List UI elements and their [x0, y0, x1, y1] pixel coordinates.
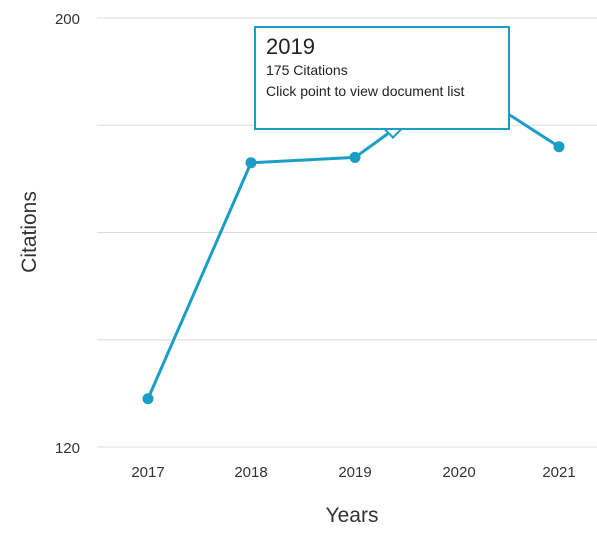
- data-point: [142, 393, 154, 405]
- x-tick-label: 2020: [442, 464, 475, 481]
- tooltip-citations: 175 Citations: [266, 62, 348, 78]
- data-point: [245, 157, 257, 169]
- x-axis-label: Years: [326, 504, 379, 527]
- tooltip-hint: Click point to view document list: [266, 83, 465, 99]
- data-point: [553, 141, 565, 153]
- y-tick-label: 120: [55, 440, 80, 457]
- x-tick-label: 2017: [131, 464, 164, 481]
- x-tick-label: 2021: [542, 464, 575, 481]
- y-tick-label: 200: [55, 11, 80, 28]
- data-point: [349, 151, 361, 163]
- tooltip-year: 2019: [266, 34, 315, 59]
- y-axis-label: Citations: [18, 191, 41, 273]
- x-tick-label: 2019: [338, 464, 371, 481]
- data-point-tooltip: 2019 175 Citations Click point to view d…: [254, 26, 510, 130]
- x-tick-label: 2018: [234, 464, 267, 481]
